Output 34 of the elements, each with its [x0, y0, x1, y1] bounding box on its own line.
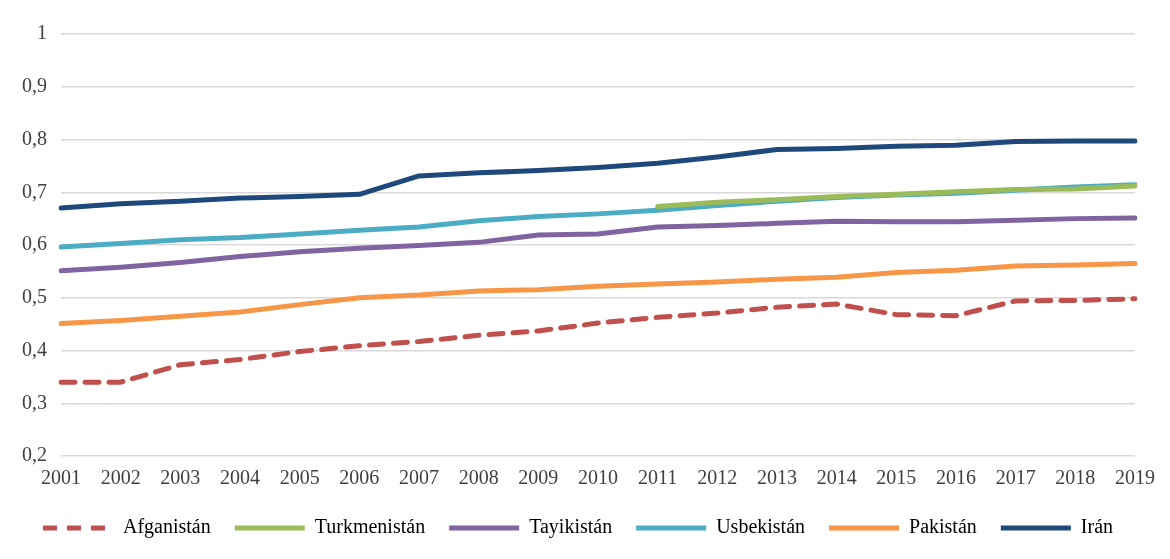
x-tick-label: 2010 — [578, 466, 618, 489]
y-tick-label: 0,3 — [22, 390, 47, 413]
legend-label: Usbekistán — [716, 515, 806, 538]
legend-label: Afganistán — [123, 515, 211, 539]
x-tick-label: 2009 — [518, 466, 559, 489]
y-tick-label: 0,5 — [22, 285, 47, 307]
x-tick-label: 2017 — [995, 466, 1036, 489]
y-tick-label: 0,8 — [22, 126, 47, 149]
x-tick-label: 2001 — [41, 466, 81, 489]
x-tick-label: 2013 — [757, 466, 797, 489]
x-tick-label: 2002 — [100, 466, 141, 489]
y-tick-label: 1 — [37, 21, 47, 44]
x-tick-label: 2018 — [1055, 466, 1096, 489]
x-tick-label: 2006 — [339, 466, 380, 489]
y-tick-label: 0,4 — [22, 337, 47, 360]
y-tick-label: 0,2 — [22, 443, 47, 466]
y-tick-label: 0,6 — [22, 232, 47, 255]
legend-label: Irán — [1080, 515, 1114, 538]
x-tick-label: 2015 — [876, 466, 917, 489]
x-tick-label: 2012 — [697, 466, 738, 489]
legend-label: Tayikistán — [529, 515, 613, 539]
x-tick-label: 2016 — [936, 466, 976, 489]
legend-label: Turkmenistán — [314, 515, 426, 538]
y-tick-label: 0,7 — [22, 179, 47, 202]
y-tick-label: 0,9 — [22, 74, 47, 96]
x-tick-label: 2008 — [458, 466, 499, 489]
x-tick-label: 2004 — [220, 466, 260, 489]
legend-label: Pakistán — [909, 515, 977, 538]
x-tick-label: 2003 — [160, 466, 201, 489]
x-tick-label: 2011 — [638, 466, 678, 489]
x-tick-label: 2014 — [816, 466, 857, 489]
x-tick-label: 2005 — [279, 466, 320, 489]
x-tick-label: 2007 — [399, 466, 439, 489]
x-tick-label: 2019 — [1115, 466, 1155, 489]
